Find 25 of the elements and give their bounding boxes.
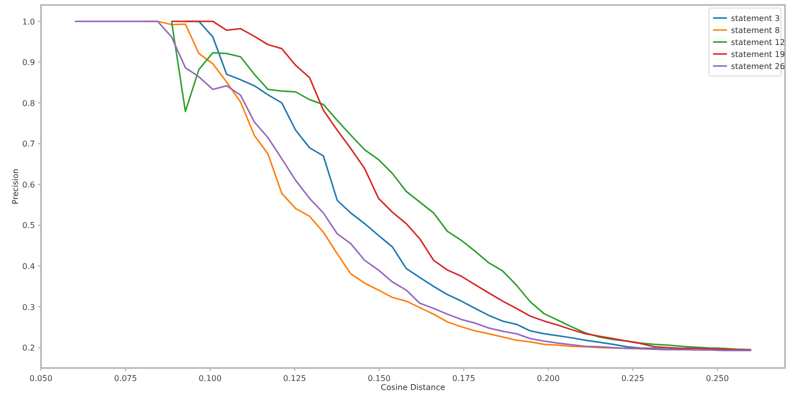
legend-label: statement 12	[731, 38, 785, 47]
x-tick-label: 0.150	[368, 374, 391, 383]
x-tick-label: 0.075	[114, 374, 137, 383]
y-tick-label: 0.8	[22, 98, 35, 108]
x-tick-label: 0.100	[198, 374, 222, 383]
legend-label: statement 26	[731, 62, 785, 71]
y-tick-label: 0.3	[22, 302, 35, 312]
legend-label: statement 3	[731, 14, 780, 23]
x-tick-label: 0.200	[536, 374, 560, 383]
y-tick-label: 1.0	[22, 17, 35, 26]
x-tick-label: 0.225	[621, 374, 644, 383]
x-tick-label: 0.250	[706, 374, 729, 383]
y-tick-label: 0.5	[22, 221, 35, 230]
y-tick-label: 0.9	[22, 58, 35, 68]
x-tick-label: 0.050	[30, 374, 52, 383]
y-tick-label: 0.6	[22, 180, 35, 190]
y-tick-label: 0.4	[22, 262, 35, 272]
legend-label: statement 8	[731, 26, 780, 35]
legend-label: statement 19	[731, 50, 785, 59]
x-axis-title: Cosine Distance	[380, 383, 446, 392]
y-tick-label: 0.2	[22, 344, 35, 353]
x-tick-label: 0.175	[452, 374, 476, 383]
y-tick-label: 0.7	[22, 140, 35, 149]
x-tick-label: 0.125	[283, 374, 306, 383]
y-axis-title: Precision	[11, 168, 20, 204]
